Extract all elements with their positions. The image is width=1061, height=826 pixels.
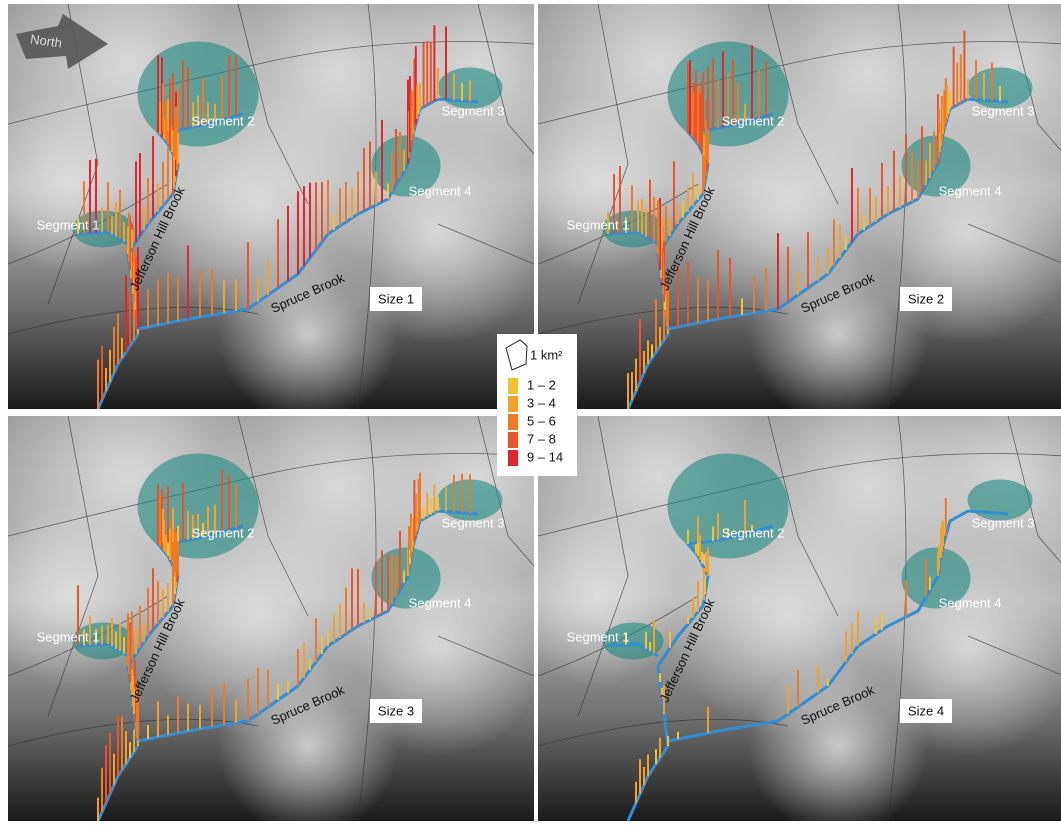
figure: Segment 1Segment 2Segment 3Segment 4Jeff…	[0, 0, 1061, 826]
legend-label: 1 – 2	[527, 377, 556, 392]
legend-swatch	[508, 396, 518, 412]
size-label: Size 2	[908, 291, 944, 306]
segment-label: Segment 1	[37, 217, 100, 232]
segment-label: Segment 2	[722, 525, 785, 540]
segment-label: Segment 2	[722, 113, 785, 128]
segment-label: Segment 4	[409, 183, 472, 198]
segment-label: Segment 2	[192, 113, 255, 128]
segment-label: Segment 3	[442, 515, 505, 530]
legend: 1 km² 1 – 2 3 – 4 5 – 6 7 – 8 9 – 14	[497, 334, 577, 476]
size-label: Size 1	[378, 291, 414, 306]
segment-area	[668, 454, 788, 558]
segment-label: Segment 3	[972, 515, 1035, 530]
size-label: Size 4	[908, 703, 944, 718]
segment-area	[138, 42, 258, 146]
segment-label: Segment 1	[567, 629, 630, 644]
segment-label: Segment 3	[442, 103, 505, 118]
segment-label: Segment 1	[37, 629, 100, 644]
legend-swatch	[508, 432, 518, 448]
legend-label: 5 – 6	[527, 413, 556, 428]
legend-swatch	[508, 450, 518, 466]
legend-label: 9 – 14	[527, 449, 563, 464]
segment-label: Segment 3	[972, 103, 1035, 118]
legend-label: 3 – 4	[527, 395, 556, 410]
size-label: Size 3	[378, 703, 414, 718]
segment-label: Segment 4	[939, 595, 1002, 610]
area-label: 1 km²	[530, 347, 563, 362]
segment-label: Segment 4	[409, 595, 472, 610]
segment-label: Segment 4	[939, 183, 1002, 198]
segment-label: Segment 2	[192, 525, 255, 540]
legend-swatch	[508, 414, 518, 430]
legend-label: 7 – 8	[527, 431, 556, 446]
segment-area	[138, 454, 258, 558]
segment-label: Segment 1	[567, 217, 630, 232]
legend-swatch	[508, 378, 518, 394]
